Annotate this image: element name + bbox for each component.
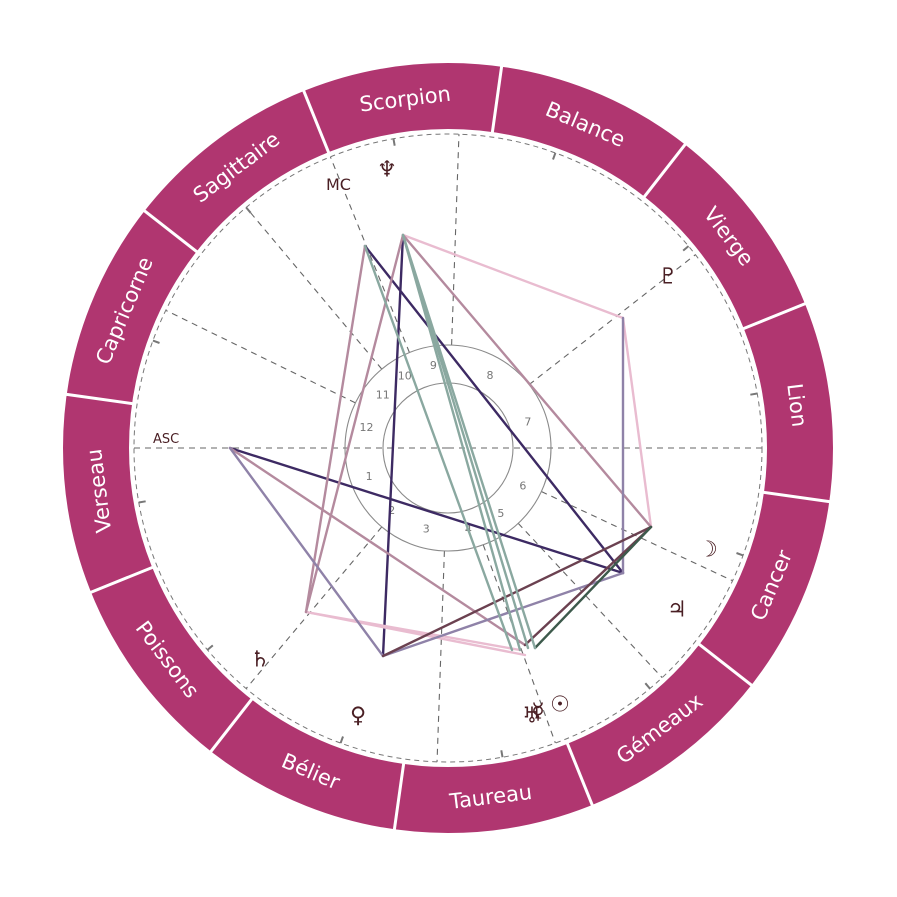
house-cusp-line bbox=[517, 522, 663, 679]
aspect-line bbox=[533, 525, 653, 650]
aspect-line bbox=[401, 233, 653, 529]
sign-divider bbox=[696, 641, 754, 687]
house-cusp-line bbox=[165, 309, 356, 404]
house-cusp-line bbox=[329, 156, 410, 353]
planet-moon-icon: ☽ bbox=[698, 538, 718, 563]
house-cusp-line bbox=[436, 550, 445, 762]
inner-dashed-circle bbox=[133, 133, 763, 763]
planet-mercury-icon: ☿ bbox=[531, 700, 545, 725]
planet-venus-icon: ♀ bbox=[350, 704, 366, 729]
aspect-line bbox=[304, 610, 527, 657]
degree-tick bbox=[682, 245, 690, 252]
planet-saturn-icon: ♄ bbox=[250, 648, 270, 673]
house-cusp-line bbox=[451, 134, 460, 346]
sign-divider bbox=[761, 490, 831, 504]
degree-tick bbox=[736, 552, 744, 557]
planet-sun-icon: ☉ bbox=[550, 693, 570, 718]
house-cusps bbox=[134, 134, 762, 762]
degree-tick bbox=[245, 206, 252, 214]
sign-divider bbox=[641, 142, 687, 200]
house-cusp-line bbox=[482, 544, 556, 744]
chart-axes-labels: ASC MC bbox=[153, 175, 351, 447]
house-cusp-line bbox=[245, 526, 383, 689]
planet-jupiter-icon: ♃ bbox=[667, 598, 687, 623]
aspect-line bbox=[381, 571, 625, 658]
degree-tick bbox=[138, 500, 146, 504]
aspect-line bbox=[228, 446, 385, 658]
sign-divider bbox=[741, 302, 807, 331]
degree-tick bbox=[500, 750, 504, 758]
aspect-line bbox=[304, 233, 405, 614]
asc-label: ASC bbox=[153, 432, 179, 447]
aspect-line bbox=[401, 233, 522, 652]
house-number-2: 2 bbox=[388, 504, 395, 517]
aspect-line bbox=[228, 446, 625, 575]
aspect-line bbox=[304, 244, 367, 614]
house-number-3: 3 bbox=[423, 523, 430, 536]
sign-divider bbox=[89, 565, 155, 594]
house-cusp-line bbox=[541, 491, 733, 582]
house-numbers: 123456789101112 bbox=[359, 359, 531, 536]
aspect-lines bbox=[228, 233, 653, 658]
house-number-8: 8 bbox=[487, 369, 494, 382]
sign-divider bbox=[490, 65, 504, 135]
sign-divider bbox=[209, 696, 255, 754]
sign-divider bbox=[142, 209, 200, 255]
degree-tick bbox=[750, 392, 758, 396]
house-number-11: 11 bbox=[376, 389, 390, 402]
degree-tick bbox=[206, 644, 214, 651]
sign-divider bbox=[392, 761, 406, 831]
sign-divider bbox=[65, 392, 135, 406]
house-cusp-line bbox=[245, 207, 383, 370]
aspect-line bbox=[381, 233, 405, 658]
mc-label: MC bbox=[326, 175, 351, 194]
aspect-line bbox=[363, 244, 625, 575]
sign-divider bbox=[565, 741, 594, 807]
house-number-12: 12 bbox=[359, 421, 373, 434]
sign-label-lion: Lion bbox=[782, 382, 811, 428]
house-number-7: 7 bbox=[524, 416, 531, 429]
planet-pluto-icon: ♇ bbox=[658, 265, 678, 290]
sign-divider bbox=[302, 89, 331, 155]
aspect-line bbox=[401, 233, 537, 650]
degree-tick bbox=[152, 339, 160, 344]
aspect-line bbox=[363, 244, 514, 652]
house-number-9: 9 bbox=[430, 359, 437, 372]
planet-uranus-icon: ♅ bbox=[522, 704, 542, 729]
degree-tick bbox=[552, 152, 557, 160]
aspect-line bbox=[621, 316, 653, 529]
degree-tick bbox=[339, 736, 344, 744]
house-number-1: 1 bbox=[366, 470, 373, 483]
house-ring-outer bbox=[344, 344, 552, 552]
aspect-line bbox=[401, 233, 625, 320]
planet-neptune-icon: ♆ bbox=[377, 158, 397, 183]
aspect-line bbox=[523, 525, 653, 647]
degree-tick bbox=[644, 682, 651, 690]
sign-band-ring bbox=[63, 63, 833, 833]
planet-glyphs: ♆ ♇ ☽ ♃ ☉☿♅ ♀ ♄ bbox=[250, 158, 718, 729]
house-number-5: 5 bbox=[497, 507, 504, 520]
house-number-6: 6 bbox=[519, 480, 526, 493]
degree-tick bbox=[392, 138, 396, 146]
house-cusp-line bbox=[528, 254, 696, 386]
house-number-10: 10 bbox=[398, 369, 412, 382]
